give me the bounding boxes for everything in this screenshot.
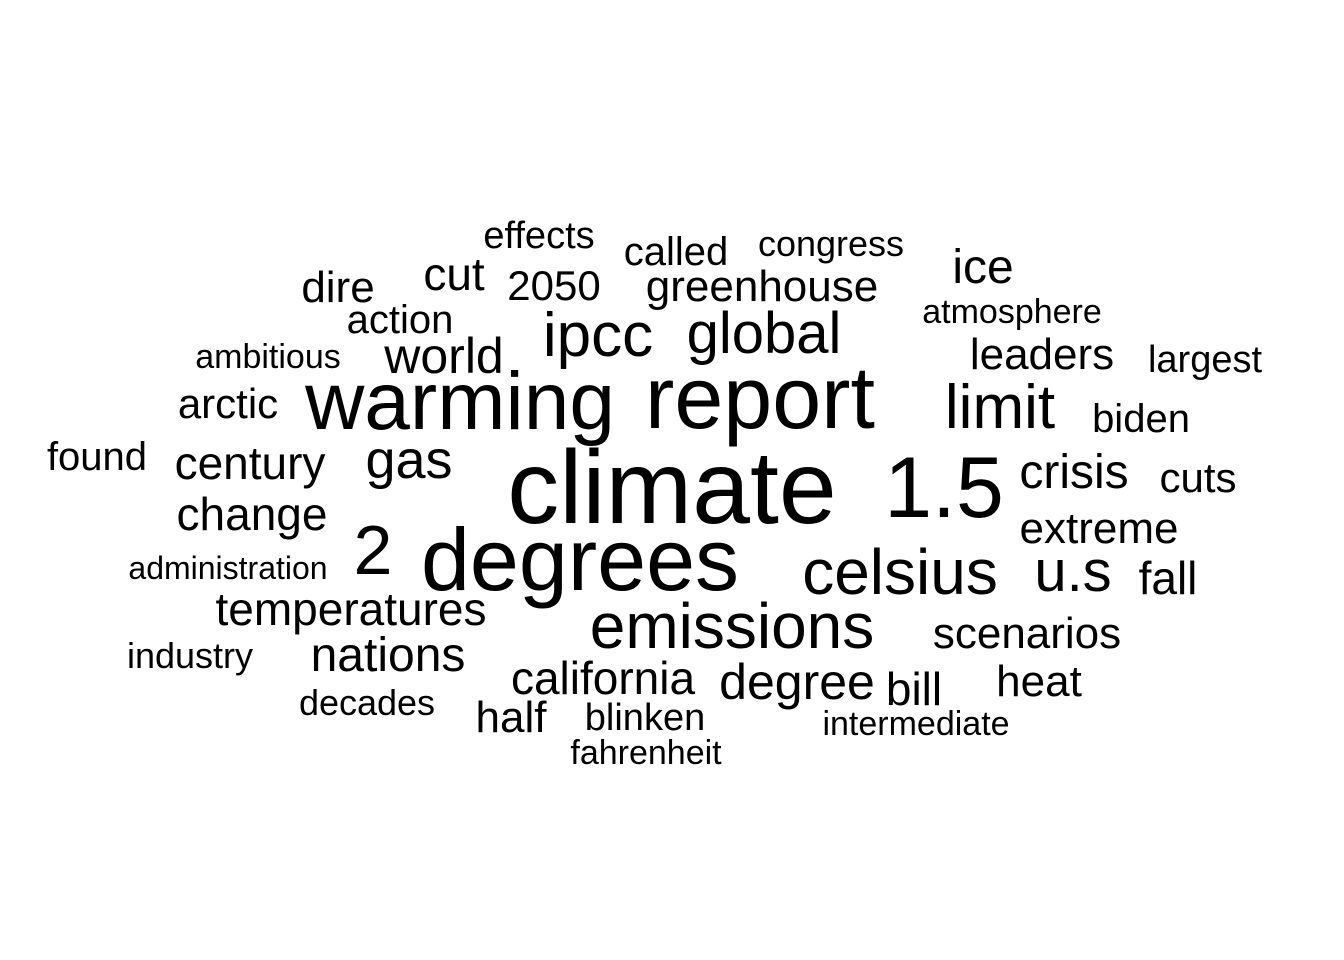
word-bill: bill	[885, 663, 943, 715]
word-decades: decades	[298, 682, 436, 723]
word-warming: warming	[305, 356, 615, 447]
word-limit: limit	[944, 373, 1056, 442]
word-degree: degree	[719, 654, 875, 710]
word-heat: heat	[996, 657, 1082, 706]
word-intermediate: intermediate	[822, 705, 1010, 743]
word-half: half	[475, 693, 547, 742]
word-dire: dire	[301, 263, 375, 312]
word-ipcc: ipcc	[542, 301, 654, 370]
word-change: change	[176, 488, 328, 540]
word-global: global	[686, 301, 842, 366]
word-atmosphere: atmosphere	[922, 293, 1102, 331]
word-leaders: leaders	[969, 330, 1115, 379]
word-fall: fall	[1138, 552, 1198, 604]
word-crisis: crisis	[1019, 446, 1129, 499]
word-world: world	[384, 328, 504, 384]
word-found: found	[46, 435, 148, 479]
word-ice: ice	[952, 241, 1014, 294]
word-century: century	[174, 437, 326, 489]
word-industry: industry	[126, 635, 254, 676]
word-blinken: blinken	[584, 697, 706, 739]
word-report: report	[645, 348, 875, 447]
word-action: action	[346, 298, 454, 342]
word-administration: administration	[128, 550, 328, 586]
word-called: called	[623, 230, 729, 274]
word-california: california	[510, 652, 696, 704]
word-gas: gas	[365, 430, 453, 490]
word-fahrenheit: fahrenheit	[570, 734, 722, 772]
word-arctic: arctic	[177, 380, 279, 427]
word-emissions: emissions	[589, 590, 875, 662]
word-cut: cut	[423, 248, 485, 300]
word-effects: effects	[483, 215, 595, 257]
word-climate: climate	[507, 430, 837, 546]
word-1-5: 1.5	[884, 440, 1004, 536]
word-extreme: extreme	[1019, 504, 1179, 553]
word-biden: biden	[1092, 397, 1190, 441]
word-cuts: cuts	[1159, 454, 1237, 501]
word-greenhouse: greenhouse	[645, 262, 879, 311]
word-2: 2	[353, 511, 393, 589]
word-ambitious: ambitious	[195, 338, 341, 376]
word-temperatures: temperatures	[215, 583, 487, 635]
word-largest: largest	[1147, 339, 1263, 381]
word-nations: nations	[310, 629, 466, 682]
word-scenarios: scenarios	[932, 609, 1122, 658]
word-degrees: degrees	[420, 510, 740, 609]
word-celsius: celsius	[802, 536, 998, 608]
word-congress: congress	[757, 223, 905, 264]
word-u-s: u.s	[1034, 539, 1112, 604]
word-2050: 2050	[507, 262, 601, 309]
